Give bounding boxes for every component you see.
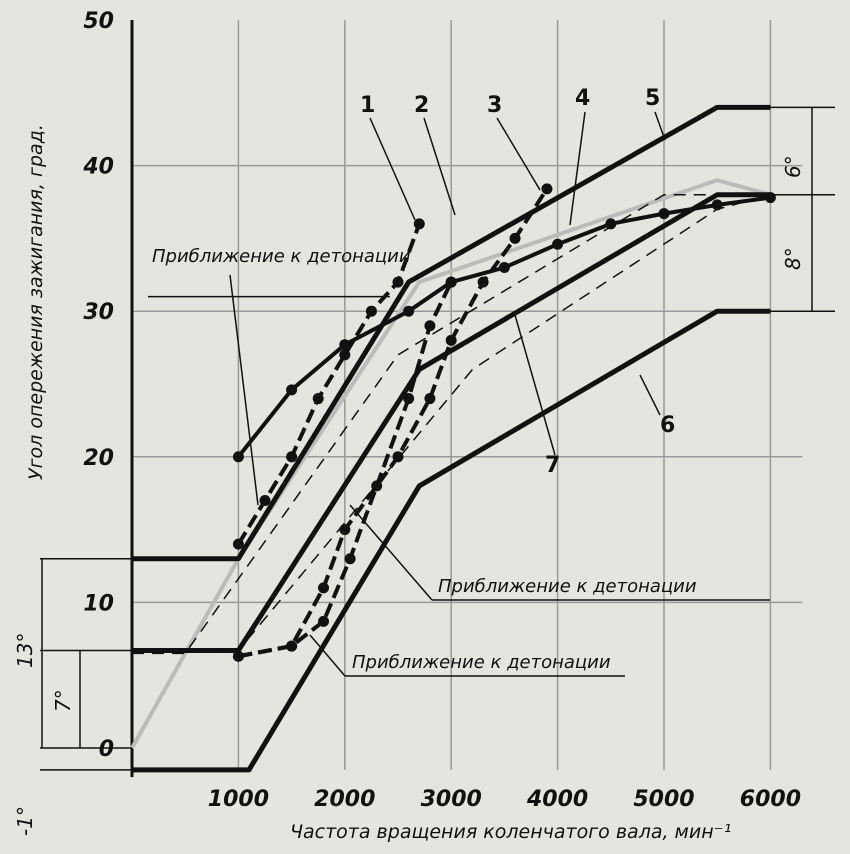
series-point-3 (509, 232, 521, 244)
series-line-3 (238, 187, 549, 659)
series-point-3 (424, 393, 436, 405)
series-point-3 (232, 650, 244, 662)
annotation-leader-2 (349, 504, 433, 601)
dimension-label-8: 8° (781, 247, 805, 270)
x-tick-label: 2000 (314, 787, 375, 812)
series-line-dashed-8 (132, 193, 771, 655)
series-label-5: 5 (645, 86, 660, 111)
y-tick-label: 50 (83, 9, 114, 34)
annotation-detonation-3: Приближение к детонации (352, 652, 611, 673)
series-point-3 (286, 640, 298, 652)
x-axis-title: Частота вращения коленчатого вала, мин⁻¹ (290, 821, 731, 843)
y-tick-label: 10 (83, 591, 114, 616)
annotation-detonation-1: Приближение к детонации (152, 246, 411, 267)
series-label-7: 7 (545, 453, 560, 478)
series-point-4 (445, 276, 457, 288)
x-tick-label: 1000 (208, 787, 269, 812)
series-point-2 (344, 553, 356, 565)
series-point-3 (339, 524, 351, 536)
series-point-4 (605, 218, 617, 230)
series-point-1 (259, 494, 271, 506)
series-point-1 (413, 218, 425, 230)
series-point-4 (286, 384, 298, 396)
series-label-2: 2 (414, 93, 429, 118)
x-tick-label: 5000 (633, 787, 694, 812)
series-line-1 (236, 223, 422, 546)
series-point-4 (339, 339, 351, 351)
series-label-6: 6 (660, 413, 675, 438)
series-point-3 (392, 451, 404, 463)
y-tick-label: 40 (82, 155, 114, 180)
series-point-4 (403, 305, 415, 317)
series-number-leader (423, 117, 456, 216)
dimension-label-6: 6° (781, 155, 805, 178)
gray-envelope-line (130, 178, 771, 749)
y-tick-label: 20 (83, 446, 114, 471)
series-point-2 (424, 320, 436, 332)
series-point-1 (312, 393, 324, 405)
series-number-leader (569, 111, 586, 226)
series-number-leader (369, 117, 416, 221)
x-tick-label: 4000 (526, 787, 588, 812)
series-number-leader (639, 374, 661, 416)
series-point-2 (403, 393, 415, 405)
series-number-leader (514, 314, 556, 456)
x-tick-label: 6000 (740, 787, 801, 812)
series-point-1 (339, 349, 351, 361)
series-point-2 (318, 615, 330, 627)
series-point-4 (658, 208, 670, 220)
series-line-2 (238, 281, 453, 659)
annotations (40, 106, 835, 771)
series-number-leader (496, 117, 541, 191)
series-number-leader (654, 111, 666, 141)
dimension-label-7: 7° (51, 689, 75, 712)
y-tick-label: 30 (83, 300, 114, 325)
series-point-1 (232, 538, 244, 550)
series-point-3 (445, 334, 457, 346)
series-label-1: 1 (360, 93, 375, 118)
series-point-4 (711, 199, 723, 211)
series-group (130, 104, 776, 773)
grid (132, 20, 803, 770)
series-point-1 (392, 276, 404, 288)
series-point-4 (232, 451, 244, 463)
annotation-detonation-2: Приближение к детонации (438, 576, 697, 597)
series-point-4 (552, 238, 564, 250)
x-tick-label: 3000 (421, 787, 482, 812)
series-point-1 (365, 305, 377, 317)
series-label-3: 3 (487, 93, 502, 118)
series-point-3 (318, 582, 330, 594)
series-point-3 (541, 183, 553, 195)
series-point-1 (286, 451, 298, 463)
series-label-4: 4 (575, 86, 590, 111)
dimension-label-minus1: -1° (13, 806, 37, 836)
y-tick-label: 0 (99, 737, 114, 762)
series-point-4 (498, 262, 510, 274)
axes: 0 10 20 30 40 50 1000 2000 3000 4000 5000 6000 (82, 9, 801, 812)
series-line-dashed-7 (132, 193, 771, 652)
annotation-leader-1 (229, 274, 259, 506)
y-axis-title: Угол опережения зажигания, град. (25, 124, 47, 480)
dimension-label-13: 13° (13, 633, 37, 668)
series-point-3 (477, 276, 489, 288)
annotation-leader-3 (309, 634, 346, 677)
